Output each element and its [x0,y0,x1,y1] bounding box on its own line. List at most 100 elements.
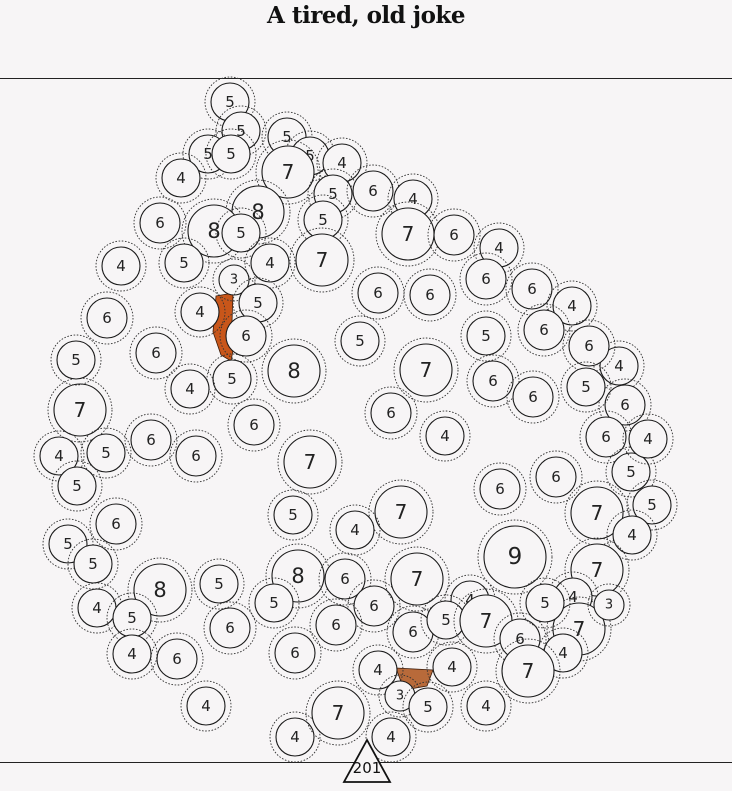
circle-6[interactable]: 6 [529,450,583,504]
circle-5[interactable]: 5 [460,310,512,362]
circle-7[interactable]: 7 [495,638,561,704]
circle-5[interactable]: 5 [626,479,678,531]
circle-6[interactable]: 6 [473,462,527,516]
circle-6[interactable]: 6 [227,398,281,452]
circle-6[interactable]: 6 [403,268,457,322]
circle-value: 5 [318,211,328,229]
circle-4[interactable]: 4 [419,410,471,462]
circle-outer-ring [309,598,363,652]
circle-3[interactable]: 3 [212,258,256,302]
circle-7[interactable]: 7 [368,479,434,545]
circle-7[interactable]: 7 [47,377,113,443]
circle-disk [180,292,220,332]
circle-5[interactable]: 5 [67,538,119,590]
circle-4[interactable]: 4 [180,680,232,732]
circle-6[interactable]: 6 [562,319,616,373]
circle-5[interactable]: 5 [50,334,102,386]
circle-5[interactable]: 5 [605,446,657,498]
circle-7[interactable]: 7 [564,480,630,546]
circle-4[interactable]: 4 [329,504,381,556]
circle-4[interactable]: 4 [426,641,478,693]
circle-6[interactable]: 6 [133,196,187,250]
circle-9[interactable]: 9 [477,519,553,595]
circle-5[interactable]: 5 [51,460,103,512]
circle-value: 5 [288,506,298,524]
circle-5[interactable]: 5 [248,577,300,629]
circle-4[interactable]: 4 [269,711,321,763]
circle-disk [221,213,261,253]
circle-5[interactable]: 5 [334,315,386,367]
circle-5[interactable]: 5 [206,353,258,405]
circle-4[interactable]: 4 [174,286,226,338]
circle-8[interactable]: 8 [127,557,193,623]
circle-5[interactable]: 5 [560,361,612,413]
circle-4[interactable]: 4 [71,582,123,634]
circle-value: 6 [102,309,112,327]
circle-4[interactable]: 4 [606,509,658,561]
circle-7[interactable]: 7 [384,546,450,612]
circle-4[interactable]: 4 [365,711,417,763]
circle-6[interactable]: 6 [466,354,520,408]
circle-6[interactable]: 6 [427,208,481,262]
circle-6[interactable]: 6 [364,386,418,440]
circle-6[interactable]: 6 [80,291,134,345]
circle-6[interactable]: 6 [517,303,571,357]
circle-7[interactable]: 7 [289,227,355,293]
circle-5[interactable]: 5 [193,558,245,610]
circle-7[interactable]: 7 [305,680,371,746]
circle-4[interactable]: 4 [33,430,85,482]
circle-outer-ring [403,268,457,322]
circle-6[interactable]: 6 [219,309,273,363]
circle-4[interactable]: 4 [164,363,216,415]
circle-6[interactable]: 6 [309,598,363,652]
circle-5[interactable]: 5 [80,427,132,479]
circle-6[interactable]: 6 [318,552,372,606]
circle-3[interactable]: 3 [587,583,631,627]
circle-4[interactable]: 4 [95,240,147,292]
circle-7[interactable]: 7 [375,201,441,267]
circle-6[interactable]: 6 [505,262,559,316]
circle-disk [566,367,606,407]
circle-6[interactable]: 6 [169,429,223,483]
circle-6[interactable]: 6 [598,378,652,432]
circle-value: 4 [176,169,186,187]
circle-6[interactable]: 6 [459,252,513,306]
circle-6[interactable]: 6 [150,632,204,686]
circle-6[interactable]: 6 [129,326,183,380]
circle-5[interactable]: 5 [402,681,454,733]
circle-value: 7 [522,659,535,683]
circle-6[interactable]: 6 [124,413,178,467]
circle-outer-ring [129,326,183,380]
circle-4[interactable]: 4 [155,152,207,204]
circle-disk [211,134,251,174]
circle-6[interactable]: 6 [203,601,257,655]
circle-outer-ring [626,479,678,531]
circle-4[interactable]: 4 [106,628,158,680]
circle-4[interactable]: 4 [244,237,296,289]
circle-5[interactable]: 5 [215,207,267,259]
circle-5[interactable]: 5 [420,594,472,646]
circle-5[interactable]: 5 [267,489,319,541]
circle-8[interactable]: 8 [261,338,327,404]
circle-6[interactable]: 6 [268,626,322,680]
circle-disk [86,433,126,473]
circle-outer-ring [133,196,187,250]
circle-4[interactable]: 4 [593,340,645,392]
circle-5[interactable]: 5 [519,577,571,629]
circle-4[interactable]: 4 [622,413,674,465]
circle-6[interactable]: 6 [351,266,405,320]
circle-6[interactable]: 6 [506,370,560,424]
circle-7[interactable]: 7 [277,429,343,495]
circle-7[interactable]: 7 [393,337,459,403]
circle-6[interactable]: 6 [386,605,440,659]
circle-5[interactable]: 5 [205,128,257,180]
circle-7[interactable]: 7 [255,139,321,205]
circle-4[interactable]: 4 [460,680,512,732]
circle-4[interactable]: 4 [546,280,598,332]
circle-value: 7 [591,558,604,582]
circle-6[interactable]: 6 [89,497,143,551]
circle-5[interactable]: 5 [158,237,210,289]
circle-6[interactable]: 6 [346,164,400,218]
circle-outer-ring [212,258,256,302]
